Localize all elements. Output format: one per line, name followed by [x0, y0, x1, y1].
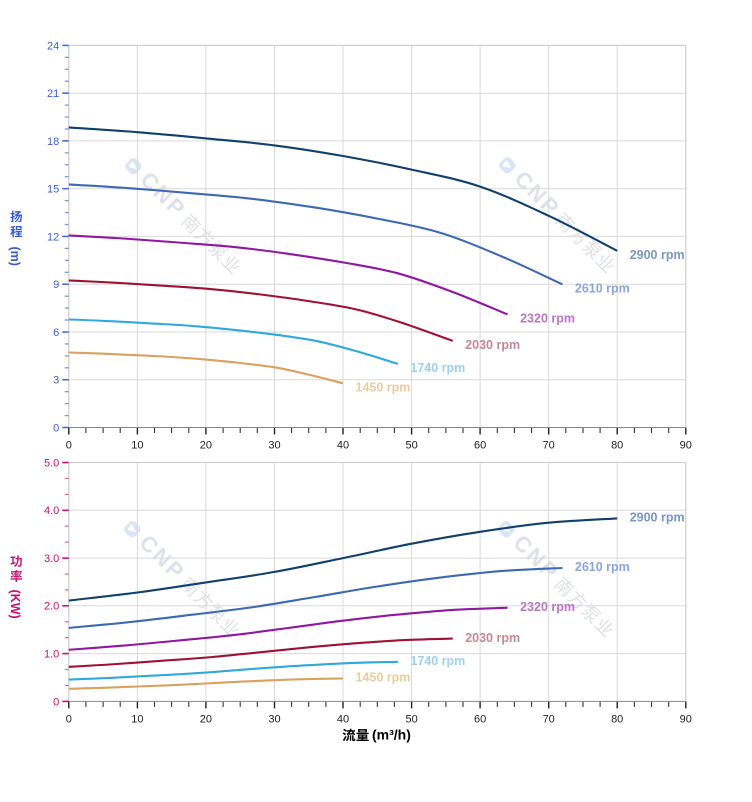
svg-text:1450 rpm: 1450 rpm [356, 381, 411, 395]
svg-text:24: 24 [47, 40, 59, 52]
svg-text:4.0: 4.0 [44, 505, 59, 517]
svg-text:10: 10 [131, 440, 143, 452]
svg-text:21: 21 [47, 88, 59, 100]
svg-text:2900 rpm: 2900 rpm [630, 248, 685, 262]
svg-text:40: 40 [337, 713, 349, 725]
svg-text:70: 70 [543, 713, 555, 725]
svg-text:60: 60 [474, 713, 486, 725]
svg-text:2610 rpm: 2610 rpm [575, 560, 630, 574]
svg-text:50: 50 [405, 713, 417, 725]
svg-text:6: 6 [53, 327, 59, 339]
svg-text:0: 0 [53, 696, 59, 708]
svg-text:1740 rpm: 1740 rpm [410, 654, 465, 668]
svg-text:2030 rpm: 2030 rpm [465, 338, 520, 352]
svg-text:12: 12 [47, 231, 59, 243]
svg-text:20: 20 [200, 713, 212, 725]
svg-text:90: 90 [680, 440, 692, 452]
svg-text:2.0: 2.0 [44, 601, 59, 613]
svg-text:2030 rpm: 2030 rpm [465, 631, 520, 645]
svg-text:30: 30 [268, 440, 280, 452]
svg-text:1450 rpm: 1450 rpm [356, 671, 411, 685]
svg-text:2900 rpm: 2900 rpm [630, 511, 685, 525]
svg-text:20: 20 [200, 440, 212, 452]
svg-text:3: 3 [53, 375, 59, 387]
svg-text:1.0: 1.0 [44, 649, 59, 661]
svg-text:(KW): (KW) [8, 590, 22, 619]
svg-text:(m): (m) [8, 247, 22, 266]
svg-text:10: 10 [131, 713, 143, 725]
svg-text:30: 30 [268, 713, 280, 725]
svg-text:9: 9 [53, 279, 59, 291]
svg-text:90: 90 [680, 713, 692, 725]
svg-text:50: 50 [405, 440, 417, 452]
svg-text:15: 15 [47, 184, 59, 196]
svg-text:80: 80 [611, 440, 623, 452]
svg-text:2320 rpm: 2320 rpm [520, 600, 575, 614]
svg-text:70: 70 [543, 440, 555, 452]
svg-text:2610 rpm: 2610 rpm [575, 282, 630, 296]
svg-text:1740 rpm: 1740 rpm [410, 361, 465, 375]
svg-text:0: 0 [53, 422, 59, 434]
svg-text:0: 0 [66, 713, 72, 725]
svg-text:(m³/h): (m³/h) [372, 727, 411, 743]
svg-text:3.0: 3.0 [44, 553, 59, 565]
svg-text:18: 18 [47, 136, 59, 148]
svg-text:0: 0 [66, 440, 72, 452]
svg-text:60: 60 [474, 440, 486, 452]
svg-text:2320 rpm: 2320 rpm [520, 312, 575, 326]
svg-text:40: 40 [337, 440, 349, 452]
svg-text:80: 80 [611, 713, 623, 725]
svg-text:5.0: 5.0 [44, 457, 59, 469]
